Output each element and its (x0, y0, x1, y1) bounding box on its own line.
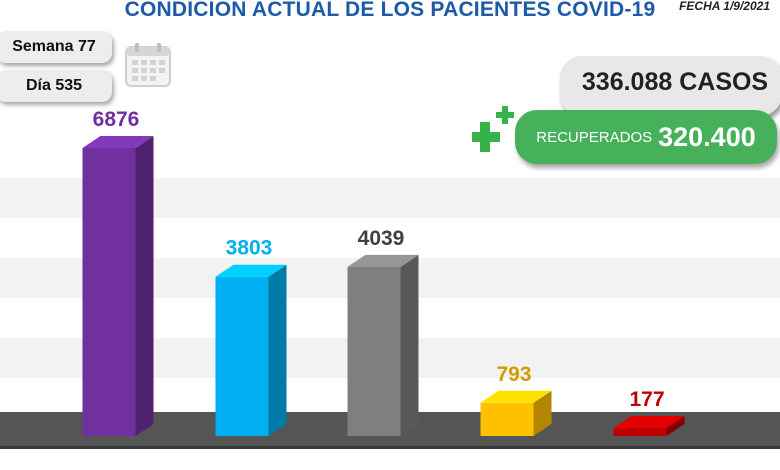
chart-value-labels: 6876 3803 4039 793 177 (93, 108, 665, 411)
bar-top (347, 254, 419, 267)
bar-top (82, 136, 154, 148)
bar-value-label: 3803 (226, 237, 273, 260)
total-cases: 336.088 CASOS (581, 68, 769, 96)
recovered-value: 320.400 (658, 121, 756, 152)
chart-title: CONDICIÓN ACTUAL DE LOS PACIENTES COVID-… (124, 0, 656, 21)
bar-value-label: 177 (629, 388, 664, 411)
bar (480, 390, 552, 436)
bar-top (215, 264, 287, 277)
bar-value-label: 4039 (358, 227, 405, 250)
recovered-label: RECUPERADOS (536, 128, 653, 146)
bar-value-label: 793 (496, 363, 531, 386)
bar-value-label: 6876 (93, 108, 140, 131)
bar-front (82, 148, 136, 436)
day-badge: Día 535 (0, 70, 112, 102)
chart-category-labels: Sin síntomas Insuficiencia Fallecidos Insuf… (63, 458, 657, 470)
report-date: FECHA 1/9/2021 (679, 0, 770, 13)
bar (215, 264, 287, 436)
bar-front (613, 428, 667, 436)
bar-side (268, 264, 287, 436)
bar-front (215, 276, 269, 436)
category-label: Insuficiencia (198, 458, 259, 470)
category-label: Insuficiencia (596, 458, 657, 470)
bar-side (400, 254, 419, 436)
floor-edge (0, 446, 780, 449)
bar-side (135, 136, 154, 436)
bar-top (480, 390, 552, 403)
category-label: Fallecidos (335, 458, 385, 470)
bar-front (480, 402, 534, 436)
bar-top (613, 416, 685, 428)
bar (613, 416, 685, 436)
category-label: Insuficiencia (463, 458, 524, 470)
bar-side (533, 390, 552, 436)
plus-cross-icon (472, 106, 514, 152)
bar-side (666, 416, 685, 436)
bar (82, 136, 154, 436)
cases-panel (560, 56, 780, 116)
recovered-panel: RECUPERADOS 320.400 (515, 110, 777, 164)
calendar-icon (125, 43, 171, 87)
week-badge: Semana 77 (0, 31, 112, 63)
chart-bars (82, 136, 685, 436)
bar (347, 254, 419, 436)
category-label: Sin síntomas (63, 458, 127, 470)
bar-front (347, 266, 401, 436)
